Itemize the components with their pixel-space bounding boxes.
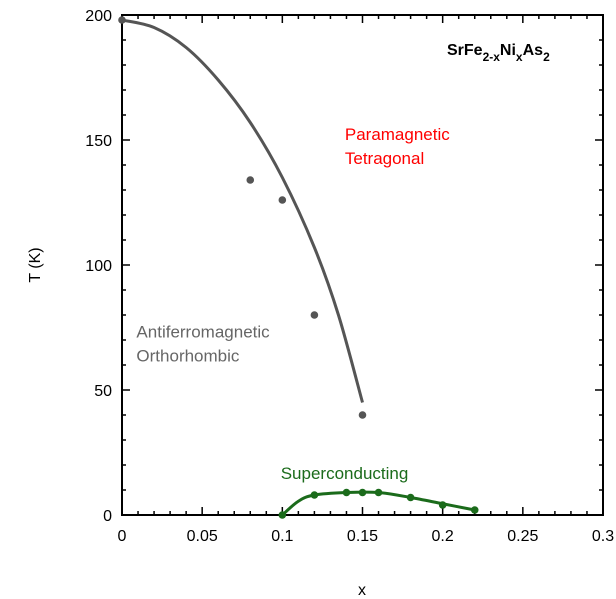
data-point — [406, 493, 415, 502]
x-tick-label: 0.25 — [507, 528, 538, 545]
data-point — [118, 16, 126, 24]
data-point — [246, 176, 255, 184]
y-tick-label: 50 — [94, 383, 112, 400]
y-tick-label: 0 — [103, 508, 112, 525]
x-tick-label: 0.3 — [592, 528, 614, 545]
data-point — [342, 488, 351, 497]
region-label: Antiferromagnetic Orthorhombic — [136, 323, 270, 366]
series-curves — [121, 18, 476, 517]
data-point — [470, 506, 479, 514]
region-label: Paramagnetic Tetragonal — [345, 125, 450, 168]
region-annotations: Paramagnetic Tetragonal Antiferromagnetic O… — [136, 125, 450, 483]
x-tick-label: 0.1 — [271, 528, 293, 545]
data-point — [438, 501, 447, 509]
data-point — [310, 311, 319, 319]
y-axis-title: T (K) — [27, 247, 44, 282]
axis-ticks — [121, 14, 604, 516]
data-point — [278, 196, 287, 204]
y-tick-label: 150 — [85, 133, 112, 150]
data-point — [310, 491, 319, 499]
y-tick-label: 200 — [85, 8, 112, 25]
x-tick-label: 0.2 — [432, 528, 454, 545]
series-points — [118, 16, 479, 519]
x-axis-title: x — [358, 582, 366, 599]
y-tick-label: 100 — [85, 258, 112, 275]
data-point — [278, 511, 287, 519]
x-tick-label: 0 — [118, 528, 127, 545]
axis-tick-labels: 0 0.05 0.1 0.15 0.2 0.25 0.3 0 50 100 150 200 — [85, 8, 614, 545]
data-point — [374, 488, 383, 497]
x-tick-label: 0.15 — [347, 528, 378, 545]
plot-frame — [121, 14, 604, 516]
data-point — [358, 411, 367, 419]
x-tick-label: 0.05 — [187, 528, 218, 545]
series-curve — [121, 18, 364, 403]
compound-formula: SrFe2-xNixAs2 — [447, 42, 550, 64]
data-point — [358, 488, 367, 497]
region-label: Superconducting — [281, 464, 409, 483]
